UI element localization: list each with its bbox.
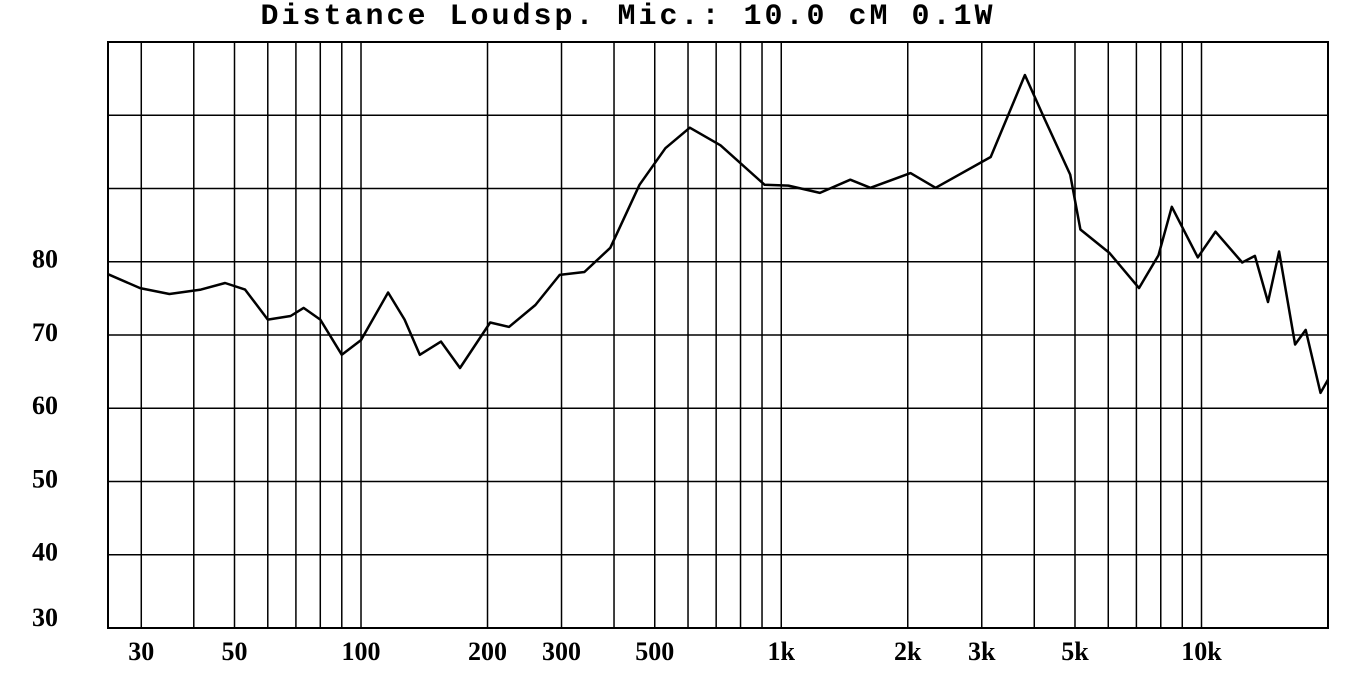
x-tick-label: 100 <box>342 637 381 666</box>
x-tick-label: 50 <box>222 637 248 666</box>
x-tick-label: 30 <box>128 637 154 666</box>
response-curve <box>107 73 1330 395</box>
x-tick-label: 500 <box>635 637 674 666</box>
x-tick-label: 5k <box>1061 637 1089 666</box>
y-tick-label: 50 <box>32 464 58 493</box>
y-tick-label: 30 <box>32 603 58 632</box>
y-tick-label: 70 <box>32 318 58 347</box>
x-tick-label: 2k <box>894 637 922 666</box>
x-tick-label: 300 <box>542 637 581 666</box>
x-tick-label: 1k <box>768 637 796 666</box>
chart-title: Distance Loudsp. Mic.: 10.0 cM 0.1W <box>260 0 995 34</box>
x-tick-label: 3k <box>968 637 996 666</box>
y-tick-label: 80 <box>32 245 58 274</box>
x-tick-label: 200 <box>468 637 507 666</box>
x-tick-label: 10k <box>1181 637 1222 666</box>
y-tick-label: 60 <box>32 391 58 420</box>
y-tick-label: 40 <box>32 538 58 567</box>
